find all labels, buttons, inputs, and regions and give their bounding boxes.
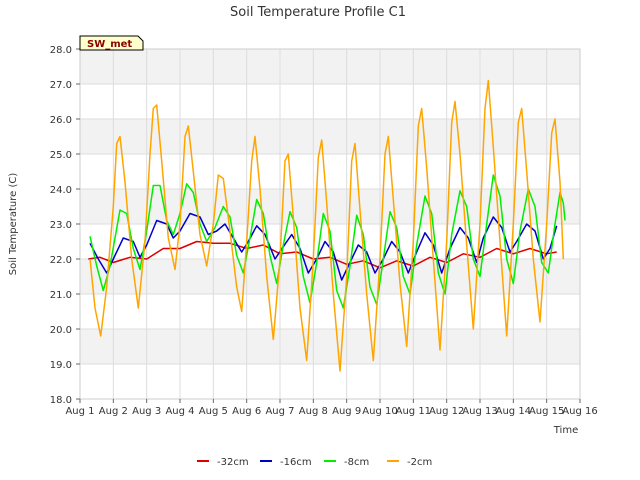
y-tick-label: 24.0 bbox=[50, 185, 72, 196]
background-band bbox=[80, 84, 580, 119]
x-axis-label: Time bbox=[553, 425, 578, 436]
x-tick-label: Aug 8 bbox=[299, 406, 328, 417]
y-tick-label: 20.0 bbox=[50, 325, 72, 336]
background-band bbox=[80, 189, 580, 224]
y-axis-label: Soil Temperature (C) bbox=[8, 173, 19, 276]
x-tick-label: Aug 1 bbox=[65, 406, 94, 417]
y-tick-label: 25.0 bbox=[50, 150, 72, 161]
badge-label: SW_met bbox=[87, 39, 132, 50]
legend-item: -2cm bbox=[387, 457, 432, 468]
x-tick-label: Aug 12 bbox=[429, 406, 464, 417]
series-line-2cmcm bbox=[89, 79, 565, 372]
x-tick-label: Aug 7 bbox=[265, 406, 294, 417]
legend-item: -8cm bbox=[324, 457, 369, 468]
legend-label: -8cm bbox=[344, 457, 369, 468]
x-tick-label: Aug 10 bbox=[362, 406, 397, 417]
x-tick-label: Aug 3 bbox=[132, 406, 161, 417]
x-tick-label: Aug 13 bbox=[462, 406, 497, 417]
x-tick-label: Aug 9 bbox=[332, 406, 361, 417]
x-tick-label: Aug 11 bbox=[396, 406, 431, 417]
series-line-8cmcm bbox=[89, 174, 566, 309]
legend: -32cm -16cm -8cm -2cm bbox=[197, 457, 432, 468]
legend-item: -32cm bbox=[197, 457, 249, 468]
station-badge: SW_met bbox=[79, 35, 144, 51]
y-tick-label: 26.0 bbox=[50, 115, 72, 126]
chart-title: Soil Temperature Profile C1 bbox=[230, 5, 406, 20]
y-tick-label: 21.0 bbox=[50, 290, 72, 301]
legend-label: -2cm bbox=[407, 457, 432, 468]
background-band bbox=[80, 49, 580, 84]
background-band bbox=[80, 119, 580, 154]
badge-box bbox=[79, 35, 144, 51]
series-line-16cmcm bbox=[89, 212, 558, 281]
legend-item: -16cm bbox=[260, 457, 312, 468]
background-band bbox=[80, 259, 580, 294]
x-tick-label: Aug 15 bbox=[529, 406, 564, 417]
x-tick-label: Aug 14 bbox=[496, 406, 531, 417]
series-layer bbox=[88, 79, 566, 372]
x-tick-label: Aug 5 bbox=[199, 406, 228, 417]
y-tick-label: 28.0 bbox=[50, 45, 72, 56]
x-tick-label: Aug 4 bbox=[165, 406, 194, 417]
y-tick-label: 18.0 bbox=[50, 395, 72, 406]
legend-label: -16cm bbox=[280, 457, 312, 468]
background-band bbox=[80, 294, 580, 329]
y-axis-ticks: 18.0 19.0 20.0 21.0 22.0 23.0 24.0 25.0 26.0 27.0… bbox=[50, 45, 80, 406]
background-band bbox=[80, 364, 580, 399]
x-tick-label: Aug 16 bbox=[562, 406, 597, 417]
y-tick-label: 19.0 bbox=[50, 360, 72, 371]
y-tick-label: 22.0 bbox=[50, 255, 72, 266]
x-axis-ticks: Aug 1 Aug 2 Aug 3 Aug 4 Aug 5 Aug 6 Aug 7 Aug 8… bbox=[65, 399, 598, 417]
x-tick-label: Aug 2 bbox=[99, 406, 128, 417]
y-tick-label: 27.0 bbox=[50, 80, 72, 91]
x-tick-label: Aug 6 bbox=[232, 406, 261, 417]
y-tick-label: 23.0 bbox=[50, 220, 72, 231]
background-band bbox=[80, 329, 580, 364]
legend-label: -32cm bbox=[217, 457, 249, 468]
background-band bbox=[80, 154, 580, 189]
